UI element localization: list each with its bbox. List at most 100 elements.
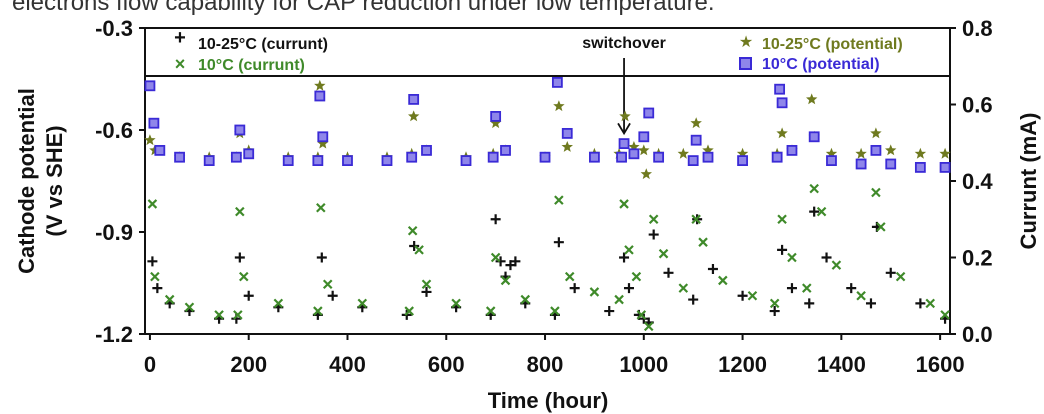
data-point (702, 144, 714, 156)
data-point (939, 161, 951, 173)
data-point (925, 298, 936, 309)
legend-label: 10°C (potential) (762, 56, 880, 73)
y-right-tick-label: 0.4 (962, 169, 993, 194)
data-point (769, 298, 780, 309)
x-tick-label: 1000 (619, 352, 668, 377)
data-point (808, 131, 820, 143)
axes-layer: 0 200 400 600 800 1000 1200 1400 1600 -0.3 -0.6 -0.… (95, 16, 993, 377)
data-point (616, 151, 627, 163)
data-point (774, 83, 786, 95)
data-point (787, 252, 797, 263)
data-point (589, 151, 600, 163)
data-point (551, 77, 563, 88)
data-point (316, 252, 327, 263)
data-point (174, 151, 185, 163)
data-point (885, 267, 896, 278)
data-point (314, 79, 326, 91)
data-point (500, 275, 511, 286)
data-point (203, 155, 215, 167)
data-point (550, 306, 560, 316)
legend-item-10-potential: 10°C (potential) (739, 56, 880, 73)
data-point (144, 134, 156, 146)
data-point (485, 306, 496, 316)
series-layer (144, 77, 951, 332)
data-point (154, 144, 166, 156)
data-point (230, 151, 242, 163)
data-point (235, 206, 245, 217)
data-point (147, 256, 158, 267)
data-point (619, 252, 630, 263)
data-point (327, 290, 338, 301)
data-point (414, 245, 424, 255)
data-point (776, 97, 788, 109)
data-point (490, 252, 501, 263)
data-point (184, 302, 195, 313)
switchover-label: switchover (582, 35, 666, 52)
data-point (940, 310, 950, 320)
x-tick-label: 1200 (718, 352, 767, 377)
data-point (643, 107, 655, 119)
data-point (871, 187, 881, 198)
data-point (314, 90, 326, 102)
data-point (658, 248, 669, 259)
data-point (490, 111, 502, 122)
data-point (357, 298, 368, 309)
data-point (687, 155, 699, 167)
data-point (636, 310, 647, 320)
x-tick-label: 200 (230, 352, 267, 377)
data-point (421, 144, 432, 156)
data-point (409, 241, 420, 252)
legend-marker-plus: + (174, 27, 186, 49)
data-point (147, 199, 158, 209)
data-point (144, 80, 156, 92)
data-point (855, 147, 867, 159)
x-tick-label: 1400 (817, 352, 866, 377)
data-point (640, 168, 652, 180)
y-left-tick-label: -0.9 (95, 220, 133, 245)
data-point (663, 267, 674, 278)
y-right-tick-label: 0.2 (962, 246, 993, 271)
y-left-tick-label: -0.6 (95, 118, 133, 143)
data-point (408, 94, 420, 105)
data-point (619, 199, 629, 209)
data-point (643, 321, 654, 332)
data-point (539, 151, 551, 163)
legend-label: 10-25°C (potential) (762, 36, 903, 53)
data-point (638, 131, 650, 143)
data-point (406, 151, 418, 163)
data-point (648, 214, 659, 225)
data-point (148, 117, 160, 129)
data-point (561, 141, 573, 152)
data-point (451, 298, 461, 309)
data-point (856, 290, 866, 301)
series-3 (144, 77, 951, 173)
legend-item-1025-potential: ★ 10-25°C (potential) (739, 34, 903, 53)
y-right-tick-label: 0.0 (962, 322, 993, 347)
data-point (238, 271, 249, 282)
data-point (487, 151, 499, 163)
data-point (914, 147, 927, 159)
data-point (553, 100, 565, 112)
x-tick-label: 400 (329, 352, 366, 377)
data-point (846, 283, 857, 294)
data-point (737, 290, 748, 301)
data-point (855, 158, 867, 170)
data-point (317, 131, 329, 143)
data-point (939, 147, 951, 159)
data-point (619, 110, 631, 122)
data-point (809, 206, 820, 217)
data-point (707, 263, 718, 274)
data-point (564, 271, 575, 282)
series-0 (147, 206, 951, 328)
data-point (776, 127, 788, 139)
data-point (631, 271, 642, 282)
data-point (152, 283, 163, 294)
data-point (885, 144, 897, 156)
y-left-tick-label: -0.3 (95, 16, 133, 41)
data-point (870, 127, 882, 139)
data-point (618, 138, 630, 150)
data-point (876, 222, 886, 232)
data-point (623, 283, 634, 294)
legend-marker-x: × (175, 54, 186, 74)
